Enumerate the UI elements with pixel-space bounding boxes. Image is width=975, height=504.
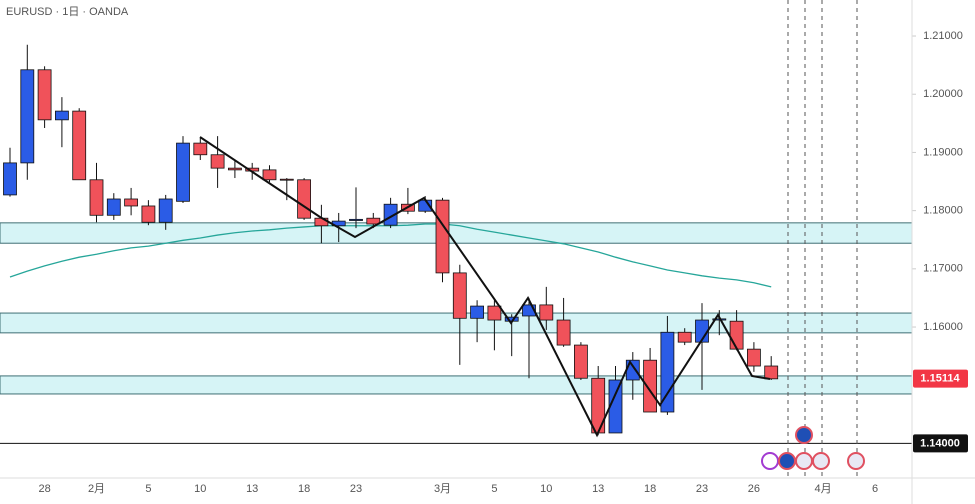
- candle-body: [643, 359, 657, 413]
- zones: [0, 222, 913, 444]
- eu-event[interactable]: [778, 452, 796, 470]
- candle-body: [452, 272, 467, 319]
- candle-body: [176, 142, 190, 202]
- candle-body: [435, 199, 450, 274]
- x-tick-label: 13: [592, 483, 604, 495]
- candle-body: [297, 179, 312, 219]
- candle-body: [124, 198, 138, 207]
- x-tick-label: 6: [872, 483, 878, 495]
- price-tag-bg: [913, 369, 968, 388]
- x-tick-label: 5: [491, 483, 497, 495]
- price-tag-bg: [913, 434, 968, 453]
- candle-body: [383, 203, 398, 226]
- candle-body: [677, 331, 692, 343]
- candles: [3, 44, 779, 436]
- x-tick-label: 18: [298, 483, 310, 495]
- candle-body: [366, 217, 381, 225]
- candle-body: [210, 154, 225, 169]
- x-tick-label: 4月: [815, 483, 832, 495]
- candle-body: [89, 179, 104, 216]
- candle-body: [106, 198, 121, 216]
- zigzag-drawing: [199, 136, 771, 438]
- y-tick-label: 1.17000: [923, 263, 963, 275]
- price-tag: 1.14000: [920, 437, 960, 449]
- x-tick-label: 2月: [88, 483, 105, 495]
- candle-body: [158, 198, 173, 223]
- x-tick-label: 3月: [434, 483, 451, 495]
- candle-body: [487, 305, 502, 321]
- candle-body: [262, 169, 277, 181]
- y-tick-label: 1.18000: [923, 205, 963, 217]
- x-tick-label: 28: [38, 483, 50, 495]
- x-tick-label: 10: [540, 483, 552, 495]
- candle-body: [193, 142, 208, 156]
- chart-title: EURUSD · 1日 · OANDA: [6, 6, 129, 18]
- axis: 1.16000 1.17000 1.18000 1.19000 1.20000 1.210…: [38, 30, 968, 495]
- candle-body: [349, 218, 363, 221]
- x-tick-label: 26: [748, 483, 760, 495]
- candle-body: [37, 69, 52, 121]
- us-event[interactable]: [795, 452, 813, 470]
- candle-body: [55, 110, 69, 121]
- us-event[interactable]: [812, 452, 830, 470]
- candle-body: [747, 348, 761, 367]
- candle-body: [72, 110, 87, 181]
- y-tick-label: 1.16000: [923, 321, 963, 333]
- x-tick-label: 13: [246, 483, 258, 495]
- y-tick-label: 1.19000: [923, 146, 963, 158]
- candle-body: [729, 320, 744, 350]
- candle-body: [660, 331, 675, 413]
- x-tick-label: 5: [145, 483, 151, 495]
- price-tag: 1.15114: [920, 372, 960, 384]
- candle-body: [539, 304, 554, 321]
- x-tick-label: 10: [194, 483, 206, 495]
- candle-body: [522, 304, 536, 317]
- eu-event[interactable]: [795, 426, 813, 444]
- candle-body: [556, 319, 571, 346]
- x-tick-label: 23: [350, 483, 362, 495]
- us-event[interactable]: [847, 452, 865, 470]
- candle-body: [227, 167, 242, 171]
- x-tick-label: 18: [644, 483, 656, 495]
- candle-body: [764, 365, 779, 380]
- event-icons: [761, 426, 865, 470]
- candle-body: [20, 69, 35, 164]
- y-tick-label: 1.21000: [923, 30, 963, 42]
- candle-body: [470, 305, 485, 319]
- x-tick-label: 23: [696, 483, 708, 495]
- grid: [912, 35, 916, 328]
- candle-body: [141, 205, 156, 223]
- y-tick-label: 1.20000: [923, 88, 963, 100]
- candle-body: [591, 377, 606, 434]
- candle-body: [625, 359, 640, 381]
- candle-body: [3, 162, 17, 196]
- candle-body: [574, 344, 588, 379]
- candle-body: [279, 178, 294, 181]
- flash-event[interactable]: [761, 452, 779, 470]
